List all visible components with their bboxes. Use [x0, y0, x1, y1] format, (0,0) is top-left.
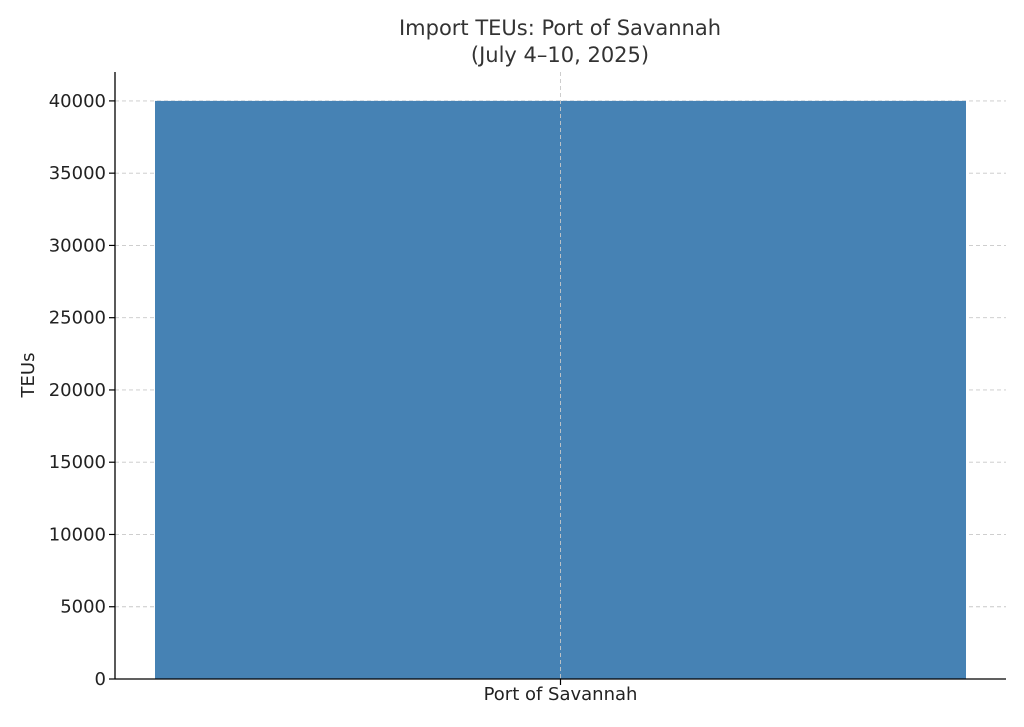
y-axis-label: TEUs: [18, 353, 39, 399]
y-tick-label: 0: [95, 669, 106, 690]
bar-layer: [155, 72, 966, 679]
chart-subtitle: (July 4–10, 2025): [471, 43, 649, 67]
x-tick-layer: Port of Savannah: [484, 679, 638, 705]
y-tick-label: 20000: [49, 380, 106, 401]
y-tick-label: 25000: [49, 308, 106, 329]
y-tick-label: 5000: [60, 597, 106, 618]
x-tick-label: Port of Savannah: [484, 684, 638, 705]
y-tick-label: 30000: [49, 235, 106, 256]
y-tick-label: 40000: [49, 91, 106, 112]
y-tick-label: 35000: [49, 163, 106, 184]
y-tick-label: 15000: [49, 452, 106, 473]
chart-title: Import TEUs: Port of Savannah: [399, 16, 721, 40]
y-tick-layer: 0 5000 10000 15000 20000 25000 30000 35000 40000: [49, 91, 115, 690]
y-tick-label: 10000: [49, 524, 106, 545]
